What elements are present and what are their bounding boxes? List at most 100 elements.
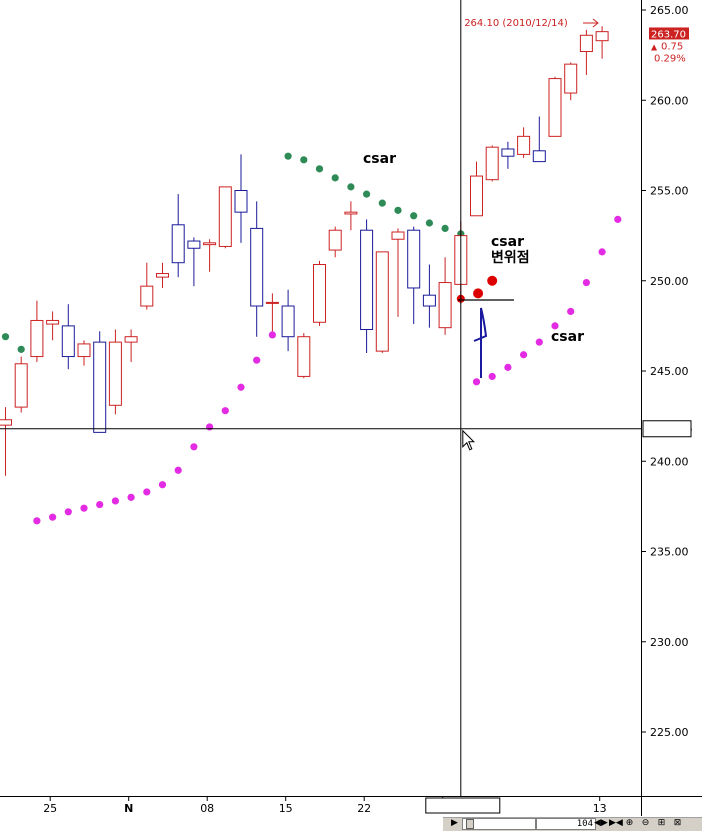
sar-dot-magenta xyxy=(190,443,198,451)
price-change-pct-label: 0.29% xyxy=(654,53,686,64)
candle-body xyxy=(250,227,264,307)
y-tick-label: 255.00 xyxy=(650,185,689,198)
candle-body xyxy=(517,135,531,155)
close-pane-icon[interactable]: ⊠ xyxy=(673,818,682,828)
scroll-left-button[interactable]: ▶ xyxy=(451,818,458,828)
mouse-pointer-icon xyxy=(462,429,476,451)
candle-body xyxy=(407,229,421,289)
zoom-in-button[interactable]: ◀▶ xyxy=(594,818,608,828)
sar-dot-red xyxy=(473,288,484,299)
date-axis: 25N0815222913 xyxy=(43,796,607,815)
candle xyxy=(187,237,201,287)
candle-body xyxy=(548,78,562,137)
x-tick-label: N xyxy=(124,802,133,815)
sar-dot-green xyxy=(300,156,308,164)
candle xyxy=(77,340,91,366)
candle xyxy=(30,300,44,362)
zoom-out-button[interactable]: ▶◀ xyxy=(609,818,623,828)
x-tick-label: 25 xyxy=(43,802,57,815)
sar-dot-magenta xyxy=(551,322,559,330)
sar-dot-green xyxy=(315,165,324,173)
candle xyxy=(595,26,609,59)
high-annotation-arrow-icon xyxy=(583,18,599,28)
scroll-thumb[interactable] xyxy=(466,819,474,829)
csar-bottom-label: csar xyxy=(551,329,584,345)
candle-body xyxy=(532,150,546,163)
candle-body xyxy=(360,229,374,330)
cursor-price-box xyxy=(642,420,692,438)
candle-body xyxy=(313,264,326,323)
csar-change-label-korean: 변위점 xyxy=(491,249,530,266)
candle xyxy=(281,289,295,352)
sar-dot-magenta xyxy=(111,497,119,505)
y-tick-label: 230.00 xyxy=(650,636,689,649)
sar-dot-green xyxy=(378,199,386,207)
candle xyxy=(0,407,12,476)
candle xyxy=(564,62,578,101)
sar-dot-green xyxy=(17,345,25,353)
y-tick-label: 245.00 xyxy=(650,365,689,378)
candle xyxy=(171,194,185,278)
candle xyxy=(313,260,326,326)
candle-body xyxy=(203,242,217,246)
candle xyxy=(438,257,452,335)
sar-dot-magenta xyxy=(268,331,276,339)
hand-drawn-arrow xyxy=(473,307,488,378)
candle-body xyxy=(422,294,436,307)
sar-dot-magenta xyxy=(535,338,543,346)
candle xyxy=(532,116,546,163)
candles xyxy=(0,26,609,476)
candle-body xyxy=(93,341,107,433)
candle-body xyxy=(46,319,60,325)
candle-body xyxy=(108,341,122,406)
candle xyxy=(203,239,217,272)
candle-body xyxy=(375,251,389,352)
sar-dot-green xyxy=(441,224,449,233)
candle-body xyxy=(564,63,578,94)
candle xyxy=(501,141,515,169)
candle-body xyxy=(265,301,279,304)
zoom-count-field[interactable]: 104 xyxy=(536,818,596,830)
candle xyxy=(470,161,483,217)
csar-change-label: csar xyxy=(491,234,524,250)
candle xyxy=(517,127,531,159)
sar-dot-magenta xyxy=(567,307,575,316)
candle xyxy=(265,293,279,332)
y-tick-label: 250.00 xyxy=(650,275,689,288)
candle-body xyxy=(595,31,609,42)
candle-body xyxy=(579,34,593,53)
candle-body xyxy=(391,231,405,240)
sar-dot-magenta xyxy=(158,481,167,489)
cursor-date-box xyxy=(425,797,501,814)
zoom-minus-icon[interactable]: ⊖ xyxy=(641,818,650,828)
sar-dot-magenta xyxy=(127,493,135,501)
candle xyxy=(156,262,169,288)
price-axis: 265.00 260.00 255.00 250.00 245.00 240.00 235.… xyxy=(641,4,689,739)
candle xyxy=(234,154,248,243)
candle xyxy=(218,186,232,249)
candle-body xyxy=(438,282,452,329)
candle xyxy=(108,329,122,415)
sar-dot-magenta xyxy=(49,513,57,521)
candle xyxy=(250,201,264,337)
last-price-label: 263.70 xyxy=(651,29,686,40)
sar-dot-magenta xyxy=(488,372,496,381)
grid-toggle-icon[interactable]: ⊞ xyxy=(657,818,666,828)
sar-dot-green xyxy=(425,219,433,227)
sar-dot-green xyxy=(410,212,418,220)
candle-body xyxy=(501,148,515,157)
candle xyxy=(407,226,421,325)
candle xyxy=(375,251,389,353)
zoom-plus-icon[interactable]: ⊕ xyxy=(625,818,634,828)
sar-dot-magenta xyxy=(582,278,591,287)
candle xyxy=(422,264,436,328)
candle-body xyxy=(328,229,342,251)
candle xyxy=(344,201,358,231)
sar-dot-magenta xyxy=(96,500,104,509)
sar-dot-magenta xyxy=(143,488,151,496)
candle xyxy=(485,145,499,182)
candle-body xyxy=(77,343,91,358)
candle-body xyxy=(187,240,201,249)
